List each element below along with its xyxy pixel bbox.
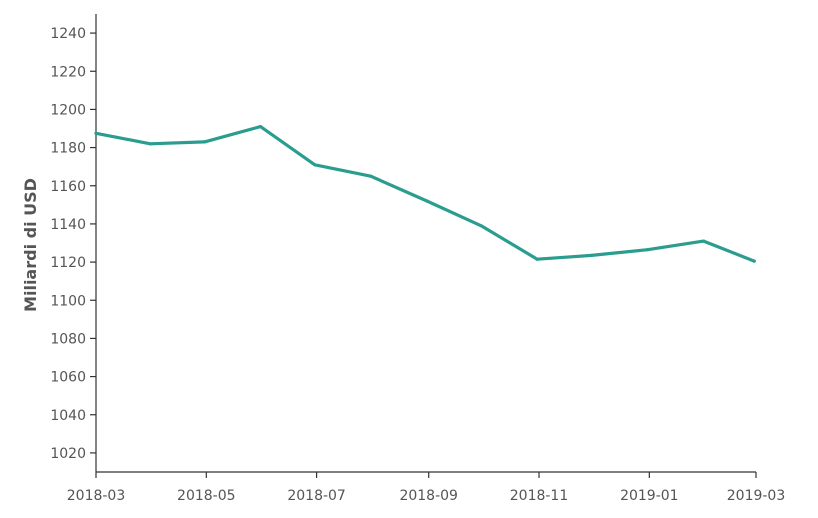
data-point: [479, 224, 483, 228]
data-point: [148, 142, 152, 146]
data-point: [589, 253, 594, 257]
x-tick-label: 2018-09: [399, 488, 458, 504]
data-point: [313, 163, 317, 167]
y-tick-label: 1080: [50, 331, 86, 347]
y-tick-label: 1180: [50, 141, 86, 157]
data-point: [202, 140, 207, 144]
y-axis: 1020 1040 1060 1080 1100 1120 1140 1160 1180 1200…: [50, 14, 97, 472]
data-point: [258, 125, 263, 129]
data-point: [425, 199, 429, 203]
x-tick-label: 2018-03: [67, 488, 126, 504]
y-axis-title: Miliardi di USD: [21, 178, 40, 312]
y-tick-label: 1240: [50, 26, 86, 42]
data-point: [94, 131, 98, 135]
x-axis: 2018-03 2018-05 2018-07 2018-09 2018-11 2019-…: [67, 471, 786, 504]
y-tick-label: 1120: [50, 255, 86, 271]
y-tick-label: 1160: [50, 179, 86, 195]
y-tick-label: 1200: [50, 102, 86, 118]
data-point: [752, 259, 756, 263]
y-tick-label: 1060: [50, 370, 86, 386]
y-tick-label: 1020: [50, 446, 86, 462]
x-tick-label: 2018-07: [287, 488, 346, 504]
x-tick-label: 2019-03: [727, 488, 786, 504]
data-point: [369, 174, 373, 178]
x-tick-label: 2018-05: [177, 488, 236, 504]
data-point: [535, 257, 539, 261]
series-layer: [94, 125, 756, 263]
series-line: [94, 125, 756, 263]
y-tick-label: 1040: [50, 408, 86, 424]
y-tick-label: 1100: [50, 293, 86, 309]
y-tick-label: 1140: [50, 217, 86, 233]
data-point: [702, 239, 706, 243]
x-tick-label: 2019-01: [620, 488, 679, 504]
x-tick-label: 2018-11: [510, 488, 569, 504]
y-tick-label: 1220: [50, 64, 86, 80]
data-point: [645, 248, 650, 252]
